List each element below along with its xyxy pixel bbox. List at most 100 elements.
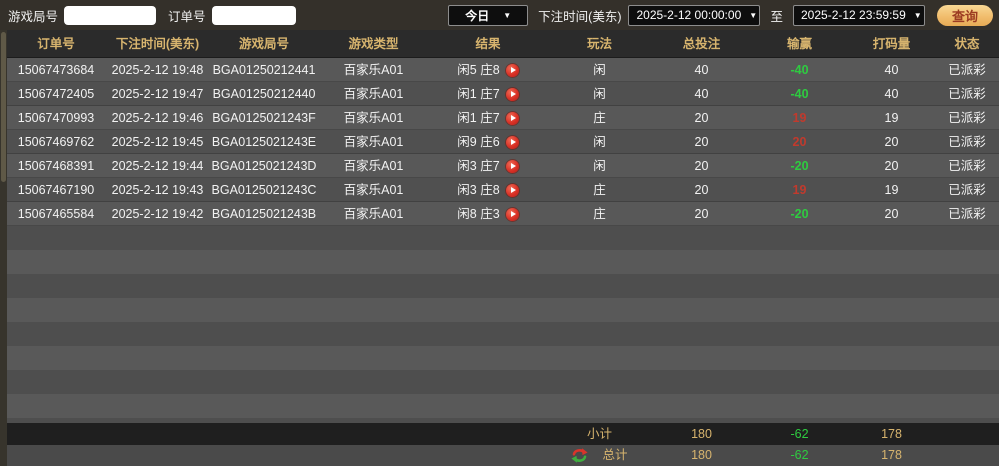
cell-order-no: 15067469762 xyxy=(17,135,95,149)
result-text: 闲3 庄8 xyxy=(457,183,500,197)
cell-result: 闲8 庄3 xyxy=(429,202,547,226)
cell-result: 闲1 庄7 xyxy=(429,106,547,130)
cell-status: 已派彩 xyxy=(948,135,986,149)
cell-win: 19 xyxy=(792,183,807,197)
cell-game-type: 百家乐A01 xyxy=(343,87,404,101)
cell-game-type: 百家乐A01 xyxy=(343,183,404,197)
cell-win: -20 xyxy=(790,159,809,173)
game-round-input[interactable] xyxy=(64,5,157,25)
cell-status: 已派彩 xyxy=(948,183,986,197)
end-time-value: 2025-2-12 23:59:59 xyxy=(801,8,906,22)
cell-play: 闲 xyxy=(593,87,606,101)
cell-game-round: BGA0125021243B xyxy=(211,207,317,221)
cell-status: 已派彩 xyxy=(948,111,986,125)
cell-game-type: 百家乐A01 xyxy=(343,111,404,125)
cell-order-no: 15067468391 xyxy=(17,159,95,173)
column-header-9: 状态 xyxy=(954,36,980,51)
play-icon[interactable] xyxy=(505,183,519,197)
cell-turnover: 20 xyxy=(884,159,899,173)
result-text: 闲8 庄3 xyxy=(457,207,500,221)
play-icon[interactable] xyxy=(505,207,519,221)
result-text: 闲1 庄7 xyxy=(457,111,500,125)
table-row: 15067468391 2025-2-12 19:44 BGA0125021243D… xyxy=(7,154,999,178)
cell-turnover: 40 xyxy=(884,63,899,77)
cell-total-bet: 20 xyxy=(694,159,709,173)
result-text: 闲3 庄7 xyxy=(457,159,500,173)
start-time-select[interactable]: 2025-2-12 00:00:00 ▼ xyxy=(628,4,761,26)
cell-result: 闲3 庄7 xyxy=(429,154,547,178)
cell-total-bet: 20 xyxy=(694,135,709,149)
cell-win: -20 xyxy=(790,207,809,221)
empty-rows-filler xyxy=(7,226,999,423)
cell-game-type: 百家乐A01 xyxy=(343,207,404,221)
cell-bet-time: 2025-2-12 19:46 xyxy=(111,111,204,125)
table-body: 15067473684 2025-2-12 19:48 BGA01250212441… xyxy=(7,58,999,226)
cell-game-round: BGA0125021243E xyxy=(211,135,317,149)
game-round-label: 游戏局号 xyxy=(8,9,59,24)
table-row: 15067465584 2025-2-12 19:42 BGA0125021243B… xyxy=(7,202,999,226)
end-time-select[interactable]: 2025-2-12 23:59:59 ▼ xyxy=(793,4,925,26)
cell-order-no: 15067470993 xyxy=(17,111,95,125)
column-header-2: 游戏局号 xyxy=(238,36,289,51)
cell-total-bet: 40 xyxy=(694,87,709,101)
subtotal-row: 小计 180 -62 178 xyxy=(7,423,999,445)
table-header-row: 订单号 下注时间(美东) 游戏局号 游戏类型 结果 玩法 总投注 输赢 打码量 状态 xyxy=(7,30,999,58)
total-turnover-sum: 178 xyxy=(881,448,902,462)
play-icon[interactable] xyxy=(505,63,519,77)
column-header-3: 游戏类型 xyxy=(348,36,399,51)
cell-total-bet: 20 xyxy=(694,183,709,197)
cell-play: 闲 xyxy=(593,135,606,149)
total-label: 小计 xyxy=(547,423,652,445)
cell-result: 闲5 庄8 xyxy=(429,58,547,82)
filter-toolbar: 游戏局号 订单号 今日 ▼ 下注时间(美东) 2025-2-12 00:00:0… xyxy=(0,0,999,30)
cell-status: 已派彩 xyxy=(948,159,986,173)
cell-turnover: 19 xyxy=(884,183,899,197)
cell-result: 闲3 庄8 xyxy=(429,178,547,202)
period-select[interactable]: 今日 ▼ xyxy=(448,4,529,26)
result-text: 闲1 庄7 xyxy=(457,87,500,101)
cell-game-round: BGA0125021243C xyxy=(211,183,317,197)
cell-total-bet: 20 xyxy=(694,207,709,221)
vertical-scrollbar[interactable] xyxy=(0,30,7,466)
play-icon[interactable] xyxy=(505,135,519,149)
cell-status: 已派彩 xyxy=(948,63,986,77)
play-icon[interactable] xyxy=(505,159,519,173)
cell-win: -40 xyxy=(790,87,809,101)
result-text: 闲5 庄8 xyxy=(457,63,500,77)
result-text: 闲9 庄6 xyxy=(457,135,500,149)
total-label: 总计 xyxy=(547,445,652,466)
total-win-sum: -62 xyxy=(790,427,809,441)
cell-order-no: 15067467190 xyxy=(17,183,95,197)
cell-result: 闲9 庄6 xyxy=(429,130,547,154)
cell-win: 20 xyxy=(792,135,807,149)
chevron-down-icon: ▼ xyxy=(913,10,922,20)
cell-bet-time: 2025-2-12 19:45 xyxy=(111,135,204,149)
cell-win: 19 xyxy=(792,111,807,125)
cell-game-round: BGA0125021243D xyxy=(211,159,317,173)
cell-result: 闲1 庄7 xyxy=(429,82,547,106)
order-no-label: 订单号 xyxy=(168,9,206,24)
table-area: 订单号 下注时间(美东) 游戏局号 游戏类型 结果 玩法 总投注 输赢 打码量 状态 150674… xyxy=(0,30,999,466)
order-no-input[interactable] xyxy=(211,5,296,25)
cell-order-no: 15067473684 xyxy=(17,63,95,77)
cell-bet-time: 2025-2-12 19:42 xyxy=(111,207,204,221)
start-time-value: 2025-2-12 00:00:00 xyxy=(636,8,742,22)
cell-bet-time: 2025-2-12 19:47 xyxy=(111,87,204,101)
column-header-0: 订单号 xyxy=(37,36,75,51)
table-row: 15067469762 2025-2-12 19:45 BGA0125021243E… xyxy=(7,130,999,154)
cell-total-bet: 40 xyxy=(694,63,709,77)
grandtotal-row: 总计 180 -62 178 xyxy=(7,445,999,466)
play-icon[interactable] xyxy=(505,111,519,125)
query-button[interactable]: 查询 xyxy=(937,4,993,26)
cell-order-no: 15067472405 xyxy=(17,87,95,101)
cell-play: 庄 xyxy=(593,207,606,221)
cell-bet-time: 2025-2-12 19:44 xyxy=(111,159,204,173)
scrollbar-thumb[interactable] xyxy=(1,32,6,182)
table-row: 15067473684 2025-2-12 19:48 BGA01250212441… xyxy=(7,58,999,82)
play-icon[interactable] xyxy=(505,87,519,101)
column-header-8: 打码量 xyxy=(872,36,911,51)
period-select-value: 今日 xyxy=(465,8,490,23)
refresh-icon[interactable] xyxy=(571,447,589,464)
cell-win: -40 xyxy=(790,63,809,77)
